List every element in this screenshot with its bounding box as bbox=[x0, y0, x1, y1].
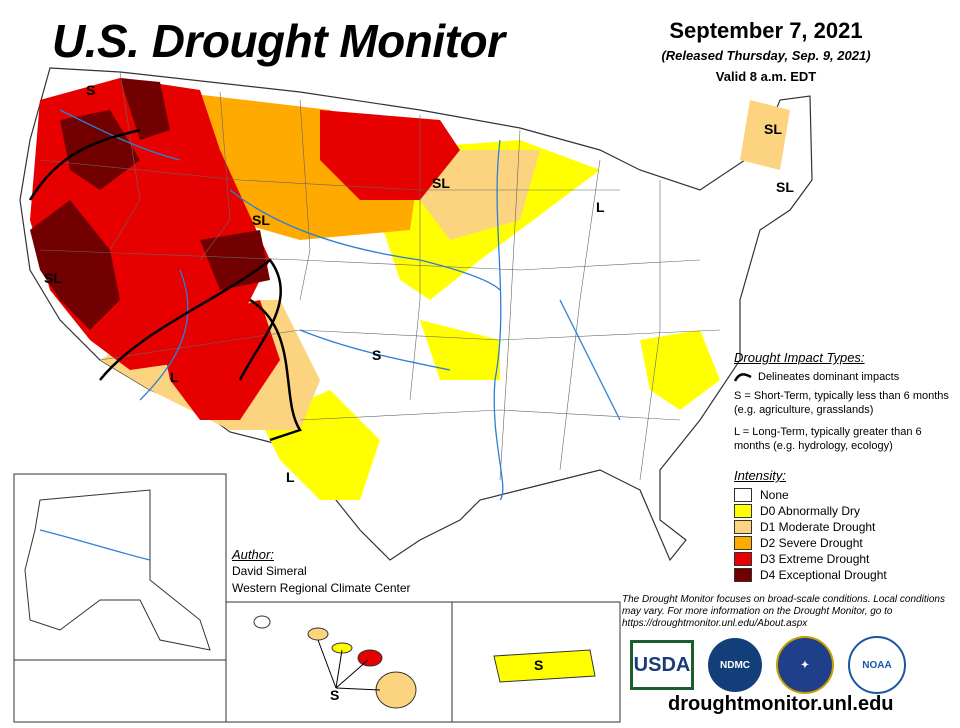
legend-label: D2 Severe Drought bbox=[760, 536, 863, 550]
commerce-seal: ✦ bbox=[776, 636, 834, 694]
legend-label: D3 Extreme Drought bbox=[760, 552, 870, 566]
d1-area-northeast bbox=[740, 100, 790, 170]
legend-swatch-d4 bbox=[734, 568, 752, 582]
state-borders bbox=[39, 71, 721, 481]
legend-swatch-d0 bbox=[734, 504, 752, 518]
ndmc-logo: NDMC bbox=[708, 638, 762, 692]
legend-item-d3: D3 Extreme Drought bbox=[734, 551, 887, 567]
noaa-logo: NOAA bbox=[848, 636, 906, 694]
inset-alaska-south-box bbox=[13, 659, 227, 723]
d1-area-north bbox=[420, 150, 540, 240]
impact-heading: Drought Impact Types: bbox=[734, 350, 865, 365]
impact-short-term: S = Short-Term, typically less than 6 mo… bbox=[734, 390, 949, 416]
d0-area-southeast bbox=[640, 330, 720, 410]
legend-swatch-d1 bbox=[734, 520, 752, 534]
map-label-l-sw: L bbox=[170, 369, 179, 385]
usda-logo: USDA bbox=[630, 640, 694, 690]
disclaimer-note: The Drought Monitor focuses on broad-sca… bbox=[622, 594, 945, 629]
d4-area-montana bbox=[120, 78, 170, 140]
map-date: September 7, 2021 bbox=[669, 18, 863, 43]
map-label-s-plains: S bbox=[372, 347, 381, 363]
intensity-legend: Intensity: None D0 Abnormally Dry D1 Mod… bbox=[734, 468, 887, 583]
legend-swatch-none bbox=[734, 488, 752, 502]
map-label-s-hi: S bbox=[330, 687, 339, 703]
legend-item-none: None bbox=[734, 487, 887, 503]
author-org: Western Regional Climate Center bbox=[232, 581, 411, 595]
logo-row: USDA NDMC ✦ NOAA bbox=[630, 636, 906, 694]
impact-line-icon bbox=[734, 373, 752, 382]
legend-item-d4: D4 Exceptional Drought bbox=[734, 567, 887, 583]
map-label-sl-ca: SL bbox=[44, 270, 62, 286]
legend-label: D0 Abnormally Dry bbox=[760, 504, 861, 518]
d0-area-plains bbox=[420, 320, 500, 380]
impact-delineates: Delineates dominant impacts bbox=[758, 371, 900, 383]
legend-item-d0: D0 Abnormally Dry bbox=[734, 503, 887, 519]
release-date: (Released Thursday, Sep. 9, 2021) bbox=[661, 48, 871, 63]
d3-area-dakotas bbox=[320, 110, 460, 200]
legend-swatch-d2 bbox=[734, 536, 752, 550]
alaska-outline bbox=[24, 489, 211, 651]
author-block: Author: David Simeral Western Regional C… bbox=[232, 546, 411, 597]
impact-legend: Drought Impact Types: Delineates dominan… bbox=[734, 350, 949, 461]
map-title: U.S. Drought Monitor bbox=[52, 15, 505, 67]
d4-area-california bbox=[30, 200, 120, 330]
d3-area-southwest bbox=[160, 300, 280, 420]
d4-area-oregon bbox=[60, 110, 140, 190]
date-block: September 7, 2021 (Released Thursday, Se… bbox=[646, 18, 886, 84]
author-heading: Author: bbox=[232, 547, 274, 562]
intensity-heading: Intensity: bbox=[734, 468, 787, 483]
map-label-sl-north: SL bbox=[432, 175, 450, 191]
map-label-sl-west: SL bbox=[252, 212, 270, 228]
map-label-sl-me: SL bbox=[764, 121, 782, 137]
map-label-l-tx: L bbox=[286, 469, 295, 485]
ndmc-logo-text: NDMC bbox=[720, 659, 750, 671]
map-label-l-mi: L bbox=[596, 199, 605, 215]
legend-label: None bbox=[760, 488, 789, 502]
legend-item-d1: D1 Moderate Drought bbox=[734, 519, 887, 535]
map-label-sl-ne: SL bbox=[776, 179, 794, 195]
author-name: David Simeral bbox=[232, 564, 307, 578]
valid-time: Valid 8 a.m. EDT bbox=[715, 69, 817, 84]
impact-long-term: L = Long-Term, typically greater than 6 … bbox=[734, 426, 922, 452]
map-label-s-nw: S bbox=[86, 82, 95, 98]
map-label-s-pr: S bbox=[534, 657, 543, 673]
legend-label: D1 Moderate Drought bbox=[760, 520, 876, 534]
noaa-logo-text: NOAA bbox=[862, 659, 892, 671]
rivers bbox=[59, 109, 621, 501]
site-url[interactable]: droughtmonitor.unl.edu bbox=[668, 693, 894, 715]
legend-label: D4 Exceptional Drought bbox=[760, 568, 887, 582]
legend-item-d2: D2 Severe Drought bbox=[734, 535, 887, 551]
legend-swatch-d3 bbox=[734, 552, 752, 566]
puertorico-outline bbox=[493, 649, 596, 683]
impact-boundaries bbox=[28, 128, 302, 442]
d4-area-utah bbox=[200, 230, 270, 290]
